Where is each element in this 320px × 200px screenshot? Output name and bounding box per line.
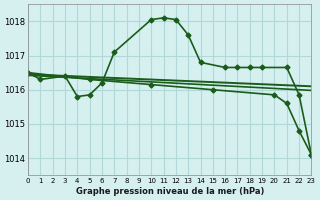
X-axis label: Graphe pression niveau de la mer (hPa): Graphe pression niveau de la mer (hPa): [76, 187, 264, 196]
